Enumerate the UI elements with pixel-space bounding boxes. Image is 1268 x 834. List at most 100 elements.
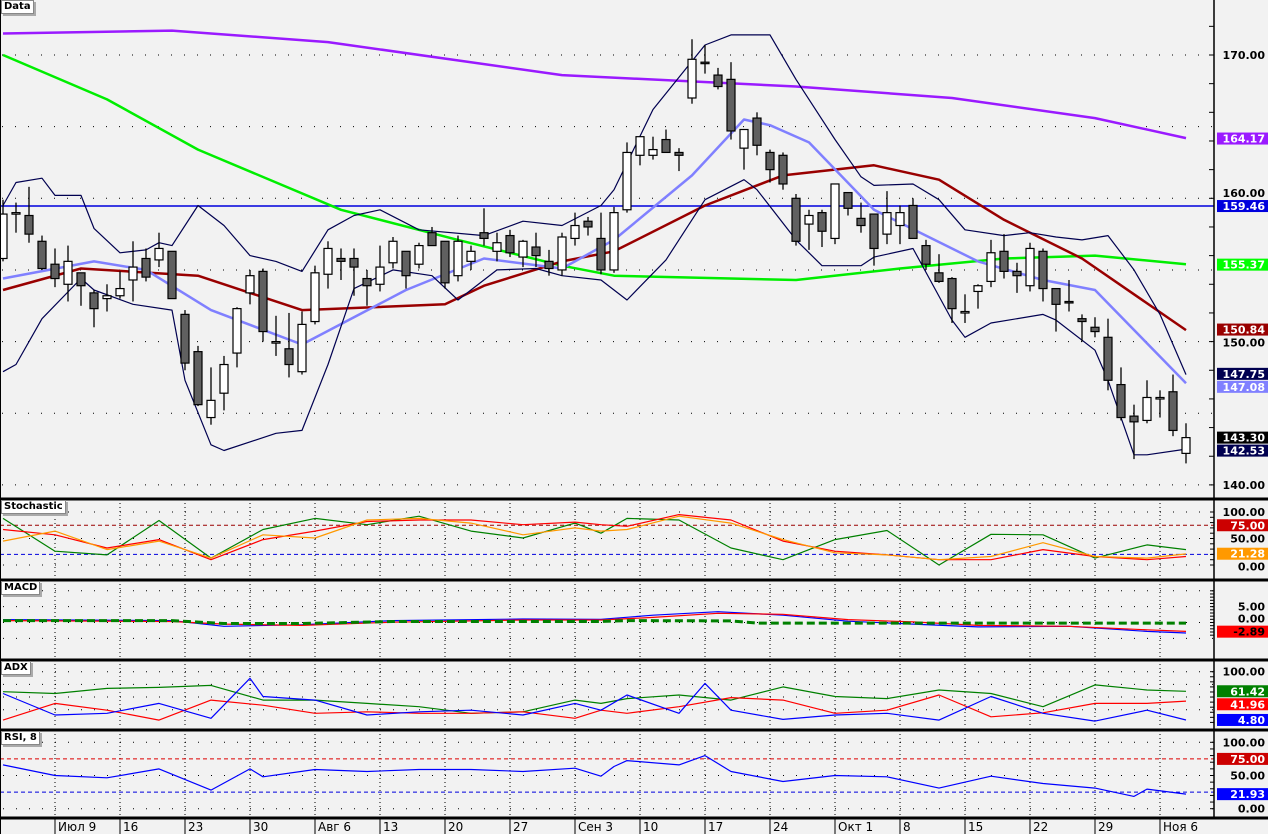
candle[interactable] [869, 213, 879, 266]
value-badge-text: 147.08 [1223, 381, 1265, 394]
candle[interactable] [375, 245, 385, 292]
candle[interactable] [271, 315, 281, 356]
candle[interactable] [193, 345, 203, 407]
candle[interactable] [908, 198, 918, 240]
candle[interactable] [102, 284, 112, 312]
candle[interactable] [24, 186, 34, 243]
candle[interactable] [947, 277, 957, 323]
candle[interactable] [1077, 314, 1087, 342]
date-label: Сен 3 [578, 820, 613, 834]
candle[interactable] [622, 142, 632, 213]
candle[interactable] [297, 311, 307, 375]
candle[interactable] [1064, 279, 1074, 312]
candle[interactable] [856, 202, 866, 233]
candle[interactable] [11, 202, 21, 233]
candle[interactable] [583, 216, 593, 236]
candle[interactable] [37, 235, 47, 270]
candle[interactable] [609, 206, 619, 273]
candle[interactable] [648, 136, 658, 160]
candle[interactable] [830, 183, 840, 245]
candle[interactable] [388, 236, 398, 269]
candle[interactable] [518, 239, 528, 268]
candle[interactable] [882, 191, 892, 245]
candle[interactable] [921, 239, 931, 270]
candle[interactable] [453, 235, 463, 282]
candle[interactable] [739, 128, 749, 170]
candle-body [323, 247, 333, 275]
candle[interactable] [895, 205, 905, 245]
candle[interactable] [674, 148, 684, 172]
candle[interactable] [323, 241, 333, 289]
candle[interactable] [89, 290, 99, 328]
candle-body [1181, 437, 1191, 454]
candle[interactable] [362, 269, 372, 306]
candle[interactable] [557, 232, 567, 276]
candle[interactable] [1181, 423, 1191, 464]
candle[interactable] [570, 212, 580, 246]
candle[interactable] [232, 307, 242, 368]
candle[interactable] [804, 209, 814, 250]
candle[interactable] [180, 310, 190, 371]
candle[interactable] [245, 269, 255, 305]
candle[interactable] [726, 62, 736, 140]
candle[interactable] [973, 284, 983, 309]
candle[interactable] [167, 250, 177, 300]
candle[interactable] [999, 234, 1009, 279]
candle[interactable] [661, 129, 671, 154]
candle[interactable] [700, 44, 710, 74]
candle[interactable] [128, 241, 138, 302]
candle[interactable] [206, 367, 216, 425]
candle[interactable] [1168, 374, 1178, 437]
candle[interactable] [765, 149, 775, 183]
candle[interactable] [336, 248, 346, 280]
candle[interactable] [141, 248, 151, 282]
candle[interactable] [817, 209, 827, 248]
candle[interactable] [791, 194, 801, 246]
candle[interactable] [466, 245, 476, 270]
candle[interactable] [1038, 248, 1048, 302]
candle[interactable] [427, 226, 437, 247]
candle[interactable] [1155, 390, 1165, 418]
overlay-line [2, 29, 1187, 140]
candle[interactable] [596, 212, 606, 275]
candle[interactable] [713, 67, 723, 90]
candle[interactable] [1025, 242, 1035, 292]
candle[interactable] [0, 199, 8, 262]
candle[interactable] [1103, 318, 1113, 391]
axis-tick-label: 0.00 [1238, 613, 1265, 626]
candle[interactable] [154, 232, 164, 268]
candle[interactable] [934, 254, 944, 283]
candle[interactable] [219, 355, 229, 411]
candle[interactable] [115, 271, 125, 299]
candle[interactable] [63, 245, 73, 302]
candle[interactable] [284, 312, 294, 378]
candle[interactable] [401, 250, 411, 289]
candle[interactable] [635, 136, 645, 166]
candle[interactable] [349, 248, 359, 296]
candle[interactable] [687, 39, 697, 104]
candle[interactable] [1090, 317, 1100, 338]
candle[interactable] [492, 232, 502, 262]
candle[interactable] [50, 248, 60, 288]
candle-body [206, 399, 216, 419]
candle[interactable] [1142, 380, 1152, 424]
candle[interactable] [986, 239, 996, 288]
candle[interactable] [1012, 262, 1022, 293]
candle[interactable] [258, 268, 268, 342]
candle[interactable] [960, 294, 970, 323]
candle[interactable] [843, 191, 853, 216]
candle[interactable] [505, 229, 515, 258]
candle[interactable] [778, 152, 788, 190]
candle[interactable] [1116, 367, 1126, 421]
candle[interactable] [310, 265, 320, 325]
candle[interactable] [1051, 287, 1061, 332]
candle[interactable] [531, 232, 541, 268]
candle[interactable] [479, 208, 489, 246]
candle[interactable] [1129, 404, 1139, 460]
candle[interactable] [752, 112, 762, 156]
candle[interactable] [544, 249, 554, 276]
candle[interactable] [414, 242, 424, 269]
candle[interactable] [440, 240, 450, 289]
candle[interactable] [76, 272, 86, 306]
